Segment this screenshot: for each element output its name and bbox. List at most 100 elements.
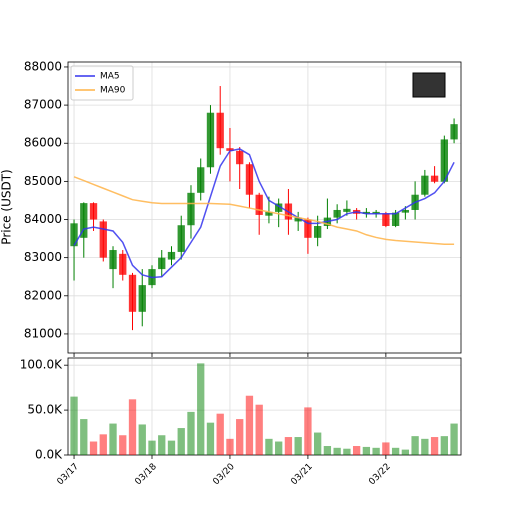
volume-bar [216, 413, 224, 455]
volume-bar [167, 440, 176, 455]
volume-bar [187, 411, 195, 455]
candle-body [138, 285, 146, 312]
x-tick-label: 03/22 [367, 462, 392, 487]
volume-bar [109, 423, 117, 455]
candle-body [89, 203, 98, 220]
candle-body [245, 164, 254, 195]
candle-body [226, 148, 234, 151]
volume-bar [343, 448, 351, 455]
ma-line [73, 148, 455, 279]
y-tick-label: 50.0K [27, 403, 63, 417]
y-tick-label: 100.0K [20, 358, 63, 372]
candle-body [80, 203, 88, 238]
candle-body [333, 209, 341, 218]
grid [68, 62, 461, 456]
volume-bar [401, 449, 410, 455]
candle-body [216, 112, 224, 149]
candle-body [236, 150, 244, 165]
volume-bar [323, 446, 332, 455]
y-tick-label: 0.0K [35, 448, 63, 462]
candle-body [158, 257, 166, 270]
y-axis-label: Price (USDT) [0, 169, 14, 244]
legend-label: MA90 [100, 86, 126, 96]
candle-body [167, 251, 176, 260]
candle-body [197, 167, 205, 193]
overlay-box [412, 72, 446, 98]
candle-body [294, 217, 302, 222]
volume-bar [226, 438, 234, 455]
volume-bar [206, 422, 215, 455]
candle-body [70, 223, 78, 247]
candle-body [177, 225, 185, 252]
candle-body [314, 225, 322, 238]
volume-bar [99, 434, 107, 455]
legend-label: MA5 [100, 72, 120, 82]
y-tick-label: 82000 [24, 288, 62, 302]
candle-body [128, 274, 137, 312]
ma-line [73, 176, 455, 246]
candle-body [255, 194, 263, 215]
price-frame [67, 61, 462, 354]
volume-bar [275, 441, 283, 455]
y-tick-label: 84000 [24, 212, 62, 226]
volume-bar [372, 447, 380, 455]
volume-bar [138, 424, 146, 455]
volume-bar [314, 432, 322, 455]
volume-bar [352, 446, 361, 455]
volume-bar [391, 447, 400, 455]
candle-body [372, 211, 380, 214]
y-tick-label: 88000 [24, 59, 62, 73]
volume-bar [89, 441, 98, 455]
volume-bar [177, 428, 185, 455]
volume-bar [128, 399, 137, 455]
candle-body [343, 208, 351, 212]
volume-bar [362, 446, 371, 455]
volume-bar [148, 440, 156, 455]
candle-body [275, 203, 283, 212]
x-tick-label: 03/18 [133, 462, 159, 488]
volume-bar [158, 435, 166, 455]
volume-bar [440, 436, 448, 455]
volume-bar [245, 395, 254, 455]
candle-body [440, 139, 448, 182]
candle-body [430, 175, 439, 182]
candle-body [304, 219, 312, 238]
y-tick-label: 87000 [24, 98, 62, 112]
volume-bar [421, 438, 429, 455]
volume-bar [382, 442, 390, 455]
volume-bar [80, 419, 88, 455]
candle-body [391, 212, 400, 226]
candle-body [421, 175, 429, 195]
volume-bar [430, 437, 439, 455]
candle-body [99, 221, 107, 258]
candle-body [119, 253, 127, 275]
volume-bar [284, 437, 293, 455]
volume-bar [119, 435, 127, 455]
candle-body [109, 250, 117, 270]
candle-body [362, 211, 371, 214]
candle-body [206, 112, 215, 168]
legend-box [70, 65, 134, 101]
candle-body [382, 213, 390, 226]
y-tick-label: 85000 [24, 174, 62, 188]
x-tick-label: 03/21 [289, 462, 314, 487]
y-tick-label: 86000 [24, 136, 62, 150]
x-tick-label: 03/17 [56, 462, 81, 487]
y-tick-label: 81000 [24, 326, 62, 340]
x-tick-label: 03/20 [211, 462, 237, 488]
volume-bar [236, 419, 244, 455]
volume-bar [304, 407, 312, 455]
volume-bar [197, 363, 205, 455]
candle-body [401, 209, 410, 213]
candle-body [450, 124, 458, 140]
y-tick-label: 83000 [24, 250, 62, 264]
volume-bar [265, 438, 273, 455]
volume-bar [411, 436, 419, 455]
volume-bar [255, 404, 263, 455]
volume-bar [70, 396, 78, 455]
volume-frame [67, 357, 462, 456]
volume-bar [333, 447, 341, 455]
candle-body [187, 192, 195, 226]
volume-bar [294, 437, 302, 455]
